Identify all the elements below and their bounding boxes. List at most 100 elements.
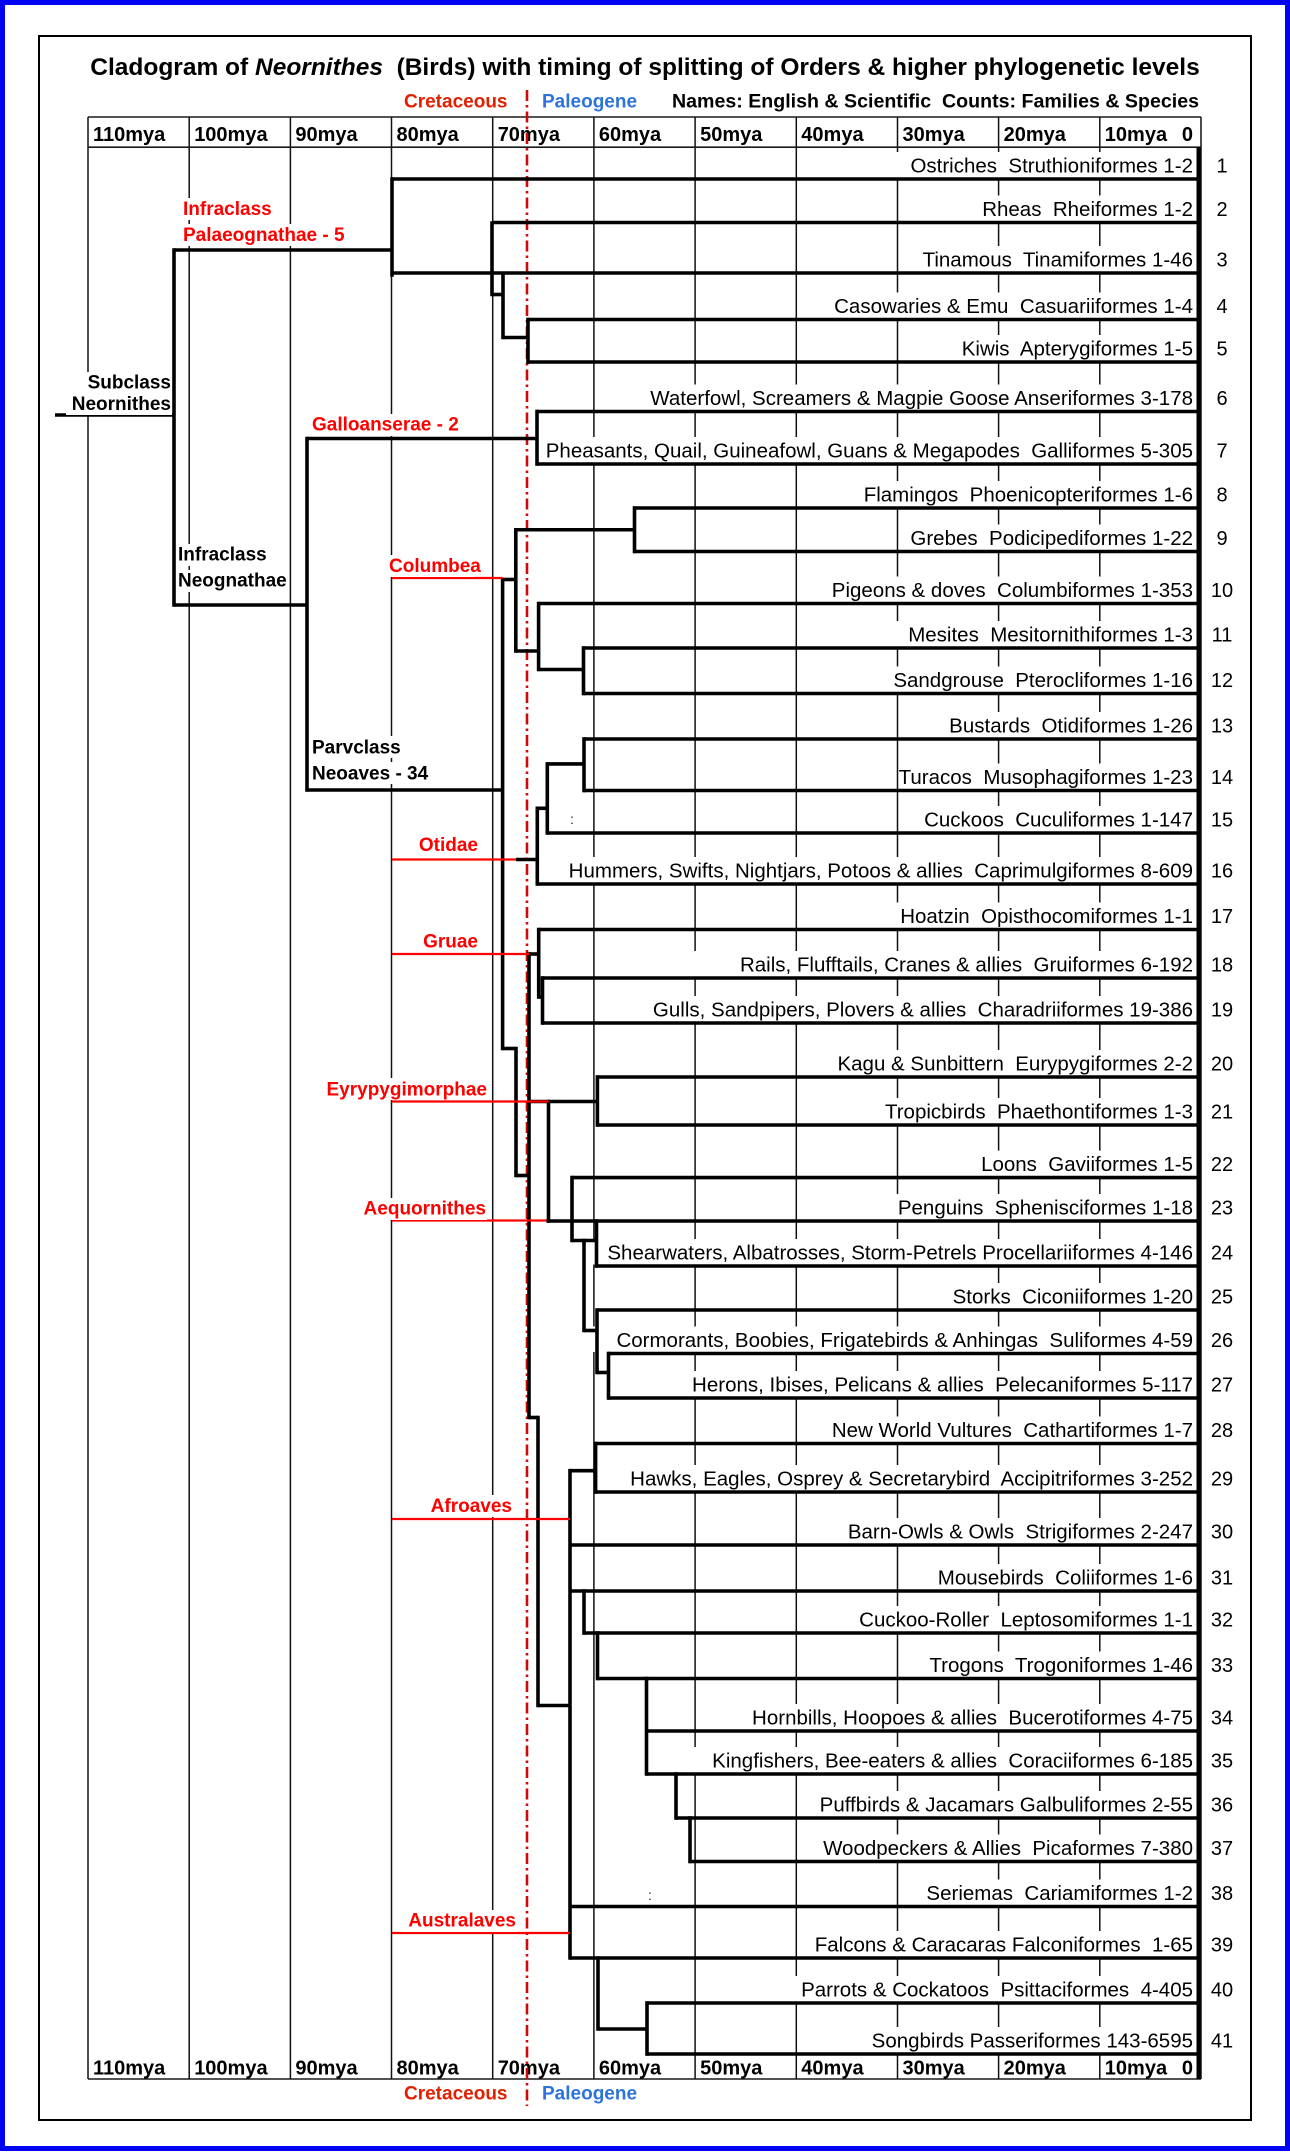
svg-text:Neornithes: Neornithes	[72, 394, 171, 415]
svg-text:9: 9	[1216, 528, 1227, 550]
svg-text:11: 11	[1212, 625, 1233, 647]
svg-text:8: 8	[1216, 485, 1227, 507]
svg-text::: :	[570, 811, 574, 827]
svg-text:21: 21	[1211, 1102, 1233, 1124]
svg-text:Turacos Musophagiformes 1-23: Turacos Musophagiformes 1-23	[899, 766, 1193, 789]
svg-text:50mya: 50mya	[700, 124, 763, 146]
svg-text:41: 41	[1211, 2031, 1233, 2053]
svg-text:Herons, Ibises, Pelicans & all: Herons, Ibises, Pelicans & allies Peleca…	[692, 1374, 1193, 1397]
svg-text:10: 10	[1211, 580, 1233, 602]
svg-text:31: 31	[1211, 1568, 1233, 1590]
svg-text:90mya: 90mya	[295, 2057, 358, 2079]
svg-text:90mya: 90mya	[295, 124, 358, 146]
svg-text:18: 18	[1211, 955, 1233, 977]
svg-text:Casowaries & Emu Casuariiform: Casowaries & Emu Casuariiformes 1-4	[834, 295, 1193, 318]
svg-text:4: 4	[1216, 296, 1227, 318]
svg-text:Flamingos Phoenicopteriformes: Flamingos Phoenicopteriformes 1-6	[864, 484, 1193, 507]
svg-text:34: 34	[1211, 1708, 1233, 1730]
svg-text:19: 19	[1211, 1000, 1233, 1022]
svg-text::: :	[648, 1887, 652, 1903]
svg-text:6: 6	[1216, 388, 1227, 410]
svg-text:70mya: 70mya	[498, 124, 561, 146]
svg-text:Barn-Owls & Owls Strigiformes: Barn-Owls & Owls Strigiformes 2-247	[848, 1521, 1193, 1544]
svg-text:33: 33	[1211, 1655, 1233, 1677]
svg-text:Gulls, Sandpipers, Plovers & a: Gulls, Sandpipers, Plovers & allies Char…	[653, 999, 1193, 1022]
svg-text:Woodpeckers & Allies Picaform: Woodpeckers & Allies Picaformes 7-380	[823, 1837, 1193, 1860]
svg-text:Kiwis Apterygiformes 1-5: Kiwis Apterygiformes 1-5	[962, 338, 1193, 361]
svg-text:27: 27	[1211, 1375, 1233, 1397]
svg-text:Cladogram of Neornithes (Bird: Cladogram of Neornithes (Birds) with tim…	[90, 54, 1199, 81]
svg-text:80mya: 80mya	[397, 124, 460, 146]
svg-text:10mya: 10mya	[1105, 124, 1168, 146]
svg-text:30mya: 30mya	[903, 124, 966, 146]
svg-text:50mya: 50mya	[700, 2057, 763, 2079]
svg-text:100mya: 100mya	[194, 124, 268, 146]
svg-text:Cretaceous: Cretaceous	[404, 2084, 508, 2105]
svg-text:Cuckoos Cuculiformes 1-147: Cuckoos Cuculiformes 1-147	[924, 809, 1193, 832]
svg-text:13: 13	[1211, 716, 1233, 738]
svg-text:Cuckoo-Roller Leptosomiformes: Cuckoo-Roller Leptosomiformes 1-1	[859, 1609, 1193, 1632]
svg-text:30: 30	[1211, 1522, 1233, 1544]
svg-text:110mya: 110mya	[93, 124, 166, 146]
svg-text:Infraclass: Infraclass	[178, 545, 267, 566]
svg-text:Cretaceous: Cretaceous	[404, 92, 508, 113]
svg-text:Afroaves: Afroaves	[431, 1496, 512, 1517]
svg-text:Neognathae: Neognathae	[178, 571, 287, 592]
svg-text:60mya: 60mya	[599, 2057, 662, 2079]
svg-text:23: 23	[1211, 1198, 1233, 1220]
svg-text:Paleogene: Paleogene	[542, 92, 637, 113]
svg-text:Songbirds Passeriformes 143-65: Songbirds Passeriformes 143-6595	[872, 2030, 1193, 2053]
svg-text:0: 0	[1182, 124, 1193, 146]
svg-text:Mesites Mesitornithiformes 1-: Mesites Mesitornithiformes 1-3	[908, 624, 1193, 647]
svg-text:Pigeons & doves Columbiformes: Pigeons & doves Columbiformes 1-353	[832, 579, 1193, 602]
svg-text:36: 36	[1211, 1795, 1233, 1817]
svg-text:Puffbirds & Jacamars Galbulifo: Puffbirds & Jacamars Galbuliformes 2-55	[820, 1794, 1193, 1817]
svg-text:Cormorants, Boobies, Frigatebi: Cormorants, Boobies, Frigatebirds & Anhi…	[616, 1329, 1193, 1352]
svg-text:Parvclass: Parvclass	[312, 738, 401, 759]
svg-text:Penguins Sphenisciformes 1-18: Penguins Sphenisciformes 1-18	[898, 1197, 1193, 1220]
svg-text:5: 5	[1216, 339, 1227, 361]
svg-text:17: 17	[1211, 906, 1233, 928]
svg-text:Hawks, Eagles, Osprey & Secret: Hawks, Eagles, Osprey & Secretarybird Ac…	[630, 1468, 1193, 1491]
svg-text:110mya: 110mya	[93, 2057, 166, 2079]
svg-text:37: 37	[1211, 1838, 1233, 1860]
svg-text:Kagu & Sunbittern Eurypygifor: Kagu & Sunbittern Eurypygiformes 2-2	[837, 1053, 1193, 1076]
svg-text:39: 39	[1211, 1935, 1233, 1957]
svg-text:3: 3	[1216, 250, 1227, 272]
svg-text:Loons Gaviiformes 1-5: Loons Gaviiformes 1-5	[981, 1153, 1193, 1176]
svg-text:Pheasants, Quail, Guineafowl,: Pheasants, Quail, Guineafowl, Guans & Me…	[546, 440, 1193, 463]
svg-text:Grebes Podicipediformes 1-22: Grebes Podicipediformes 1-22	[910, 527, 1193, 550]
svg-text:Neoaves - 34: Neoaves - 34	[312, 764, 429, 785]
svg-text:Shearwaters, Albatrosses, Stor: Shearwaters, Albatrosses, Storm-Petrels …	[607, 1242, 1193, 1265]
svg-text:Trogons Trogoniformes 1-46: Trogons Trogoniformes 1-46	[929, 1654, 1193, 1677]
svg-text:26: 26	[1211, 1330, 1233, 1352]
svg-text:Tinamous Tinamiformes 1-46: Tinamous Tinamiformes 1-46	[923, 249, 1193, 272]
svg-text:24: 24	[1211, 1243, 1233, 1265]
svg-text:Hornbills, Hoopoes & allies B: Hornbills, Hoopoes & allies Bucerotiform…	[752, 1707, 1193, 1730]
svg-text:Eyrypygimorphae: Eyrypygimorphae	[327, 1080, 488, 1101]
svg-text:30mya: 30mya	[903, 2057, 966, 2079]
svg-text:60mya: 60mya	[599, 124, 662, 146]
svg-text:Hoatzin Opisthocomiformes 1-1: Hoatzin Opisthocomiformes 1-1	[900, 905, 1193, 928]
svg-text:70mya: 70mya	[498, 2057, 561, 2079]
svg-text:Subclass: Subclass	[88, 373, 171, 394]
svg-text:Paleogene: Paleogene	[542, 2084, 637, 2105]
svg-text:22: 22	[1211, 1154, 1233, 1176]
svg-text:0: 0	[1182, 2057, 1193, 2079]
svg-text:Australaves: Australaves	[408, 1911, 516, 1932]
svg-text:Seriemas Cariamiformes 1-2: Seriemas Cariamiformes 1-2	[926, 1882, 1193, 1905]
svg-text:12: 12	[1211, 670, 1233, 692]
svg-text:29: 29	[1211, 1469, 1233, 1491]
svg-text:38: 38	[1211, 1883, 1233, 1905]
svg-text:Gruae: Gruae	[423, 932, 478, 953]
svg-text:Infraclass: Infraclass	[183, 199, 272, 220]
svg-text:Ostriches Struthioniformes 1-: Ostriches Struthioniformes 1-2	[910, 155, 1193, 178]
svg-text:Galloanserae - 2: Galloanserae - 2	[312, 415, 459, 436]
svg-text:20mya: 20mya	[1004, 2057, 1067, 2079]
svg-text:16: 16	[1211, 861, 1233, 883]
svg-text:Storks Ciconiiformes 1-20: Storks Ciconiiformes 1-20	[953, 1286, 1193, 1309]
svg-text:Names: English & Scientific C: Names: English & Scientific Counts: Fami…	[672, 91, 1199, 113]
svg-text:Falcons & Caracaras Falconifor: Falcons & Caracaras Falconiformes 1-65	[815, 1934, 1193, 1957]
svg-text:10mya: 10mya	[1105, 2057, 1168, 2079]
svg-text:100mya: 100mya	[194, 2057, 268, 2079]
